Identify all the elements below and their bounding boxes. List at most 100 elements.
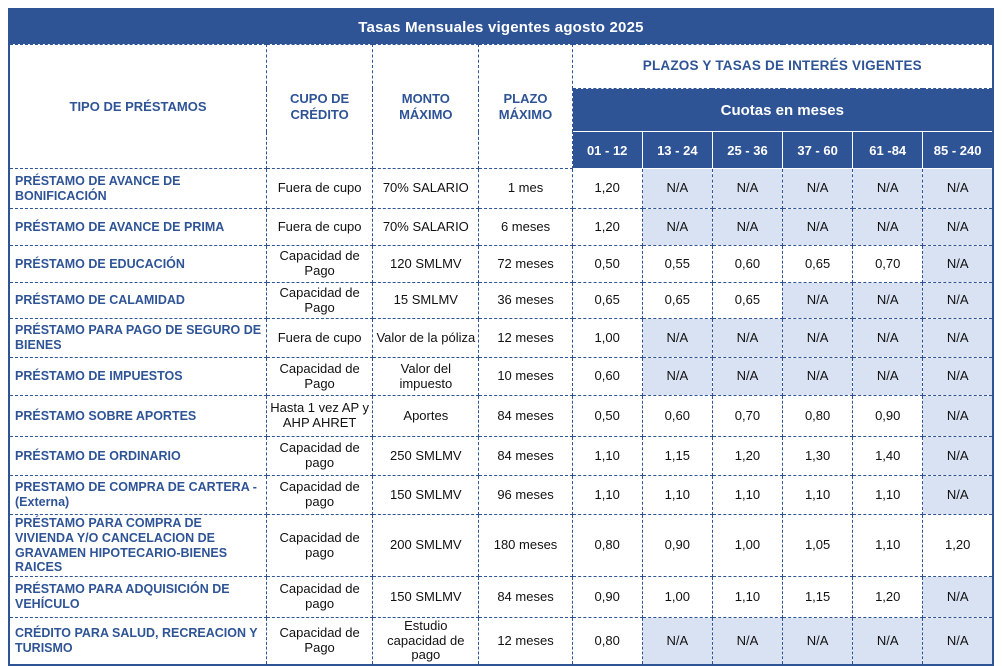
rate-cell: N/A: [852, 208, 924, 246]
rate-cell: 1,15: [782, 576, 854, 618]
rate-cell: N/A: [782, 318, 854, 358]
rate-cell: 1,10: [782, 475, 854, 515]
rate-cell: 0,65: [711, 282, 784, 319]
rate-cell: 1,10: [571, 475, 643, 515]
rate-cell: 0,70: [852, 245, 924, 283]
plazo-maximo-cell: 10 meses: [478, 357, 573, 396]
monto-maximo-cell: Valor de la póliza: [372, 318, 480, 358]
rate-cell: 1,10: [711, 576, 784, 618]
rate-cell: 1,10: [571, 436, 643, 476]
table-row: PRÉSTAMO DE IMPUESTOS Capacidad de Pago Va…: [8, 357, 994, 396]
monto-maximo-cell: 15 SMLMV: [372, 282, 480, 319]
rate-cell: N/A: [641, 208, 713, 246]
table-title: Tasas Mensuales vigentes agosto 2025: [9, 9, 993, 45]
cupo-credito-cell: Fuera de cupo: [266, 318, 374, 358]
col-header-plazo-maximo: PLAZO MÁXIMO: [478, 44, 573, 169]
loan-type-cell: PRÉSTAMO DE CALAMIDAD: [8, 282, 268, 319]
cupo-credito-cell: Capacidad de pago: [266, 514, 374, 577]
monto-maximo-cell: Valor del impuesto: [372, 357, 480, 396]
rate-cell: 1,00: [641, 576, 713, 618]
monto-maximo-cell: Estudio capacidad de pago: [372, 616, 480, 666]
table-row: PRÉSTAMO SOBRE APORTES Hasta 1 vez AP y A…: [8, 395, 994, 437]
plazo-maximo-cell: 180 meses: [478, 514, 573, 577]
rate-cell: 0,90: [641, 514, 713, 577]
col-header-tipo-prestamos: TIPO DE PRÉSTAMOS: [8, 44, 268, 169]
table-row: PRÉSTAMO PARA COMPRA DE VIVIENDA Y/O CAN…: [8, 514, 994, 577]
rate-cell: 0,65: [641, 282, 713, 319]
rate-cell: 0,80: [571, 616, 643, 666]
cupo-credito-cell: Fuera de cupo: [266, 208, 374, 246]
loan-type-cell: PRÉSTAMO SOBRE APORTES: [8, 395, 268, 437]
header-row-banner: TIPO DE PRÉSTAMOS CUPO DE CRÉDITO MONTO …: [8, 44, 994, 169]
plazo-maximo-cell: 1 mes: [478, 168, 573, 209]
loan-type-cell: PRÉSTAMO DE AVANCE DE BONIFICACIÓN: [8, 168, 268, 209]
rate-cell: N/A: [711, 357, 784, 396]
monto-maximo-cell: 150 SMLMV: [372, 576, 480, 618]
rate-cell: N/A: [852, 318, 924, 358]
rate-cell: 1,30: [782, 436, 854, 476]
rate-cell: N/A: [641, 357, 713, 396]
rate-cell: N/A: [922, 208, 994, 246]
rate-cell: 1,20: [571, 168, 643, 209]
plazo-maximo-cell: 12 meses: [478, 318, 573, 358]
rate-cell: 1,20: [571, 208, 643, 246]
rate-cell: 0,90: [571, 576, 643, 618]
range-header-25-36: 25 - 36: [711, 131, 784, 169]
rate-cell: N/A: [922, 245, 994, 283]
rate-cell: N/A: [641, 318, 713, 358]
rates-table-container: Tasas Mensuales vigentes agosto 2025 TIP…: [8, 8, 994, 666]
rate-cell: 0,50: [571, 245, 643, 283]
rate-cell: N/A: [711, 616, 784, 666]
rate-cell: 0,60: [571, 357, 643, 396]
col-header-monto-maximo: MONTO MÁXIMO: [372, 44, 480, 169]
cupo-credito-cell: Capacidad de pago: [266, 436, 374, 476]
plazo-maximo-cell: 84 meses: [478, 576, 573, 618]
rate-cell: 1,10: [641, 475, 713, 515]
monto-maximo-cell: 250 SMLMV: [372, 436, 480, 476]
table-row: PRÉSTAMO PARA ADQUISICIÓN DE VEHÍCULO Cap…: [8, 576, 994, 618]
rate-cell: N/A: [922, 616, 994, 666]
rate-cell: N/A: [852, 357, 924, 396]
plazo-maximo-cell: 72 meses: [478, 245, 573, 283]
table-row: PRÉSTAMO DE EDUCACIÓN Capacidad de Pago 12…: [8, 245, 994, 283]
range-header-85-240: 85 - 240: [922, 131, 994, 169]
monto-maximo-cell: Aportes: [372, 395, 480, 437]
range-header-01-12: 01 - 12: [571, 131, 643, 169]
rate-cell: 0,65: [782, 245, 854, 283]
rate-cell: 0,50: [571, 395, 643, 437]
monthly-rates-table: Tasas Mensuales vigentes agosto 2025 TIP…: [8, 8, 994, 666]
cupo-credito-cell: Fuera de cupo: [266, 168, 374, 209]
cupo-credito-cell: Capacidad de Pago: [266, 282, 374, 319]
cupo-credito-cell: Capacidad de Pago: [266, 616, 374, 666]
rate-cell: N/A: [782, 357, 854, 396]
loan-type-cell: PRÉSTAMO DE ORDINARIO: [8, 436, 268, 476]
loan-type-cell: PRÉSTAMO DE EDUCACIÓN: [8, 245, 268, 283]
cupo-credito-cell: Capacidad de Pago: [266, 245, 374, 283]
table-row: PRÉSTAMO DE AVANCE DE PRIMA Fuera de cupo…: [8, 208, 994, 246]
table-row: PRÉSTAMO DE ORDINARIO Capacidad de pago 25…: [8, 436, 994, 476]
col-header-cupo-credito: CUPO DE CRÉDITO: [266, 44, 374, 169]
range-header-37-60: 37 - 60: [782, 131, 854, 169]
monto-maximo-cell: 70% SALARIO: [372, 168, 480, 209]
table-row: CRÉDITO PARA SALUD, RECREACION Y TURISMO…: [8, 616, 994, 666]
table-body: PRÉSTAMO DE AVANCE DE BONIFICACIÓN Fuera …: [8, 168, 994, 666]
rate-cell: N/A: [852, 282, 924, 319]
monto-maximo-cell: 70% SALARIO: [372, 208, 480, 246]
rate-cell: 0,60: [641, 395, 713, 437]
loan-type-cell: PRESTAMO DE COMPRA DE CARTERA - (Externa…: [8, 475, 268, 515]
header-row-cuotas: Cuotas en meses: [9, 88, 993, 132]
rate-cell: N/A: [852, 168, 924, 209]
rate-cell: N/A: [782, 168, 854, 209]
rate-cell: N/A: [922, 318, 994, 358]
rate-cell: N/A: [922, 357, 994, 396]
cupo-credito-cell: Capacidad de pago: [266, 475, 374, 515]
plazo-maximo-cell: 84 meses: [478, 395, 573, 437]
rate-cell: N/A: [711, 208, 784, 246]
header-row-ranges: 01 - 12 13 - 24 25 - 36 37 - 60 61 -84 8…: [9, 131, 994, 169]
rate-cell: 0,80: [571, 514, 643, 577]
rate-cell: N/A: [922, 576, 994, 618]
rate-cell: 1,10: [852, 514, 924, 577]
rate-cell: 0,90: [852, 395, 924, 437]
rate-cell: N/A: [782, 208, 854, 246]
rate-cell: N/A: [641, 616, 713, 666]
